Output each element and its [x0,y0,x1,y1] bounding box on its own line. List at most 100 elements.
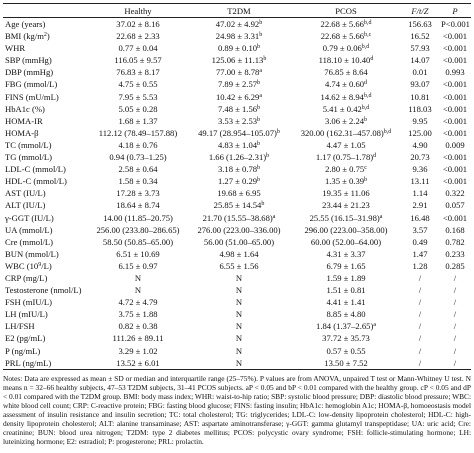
table-cell: 6.51 ± 10.69 [116,248,160,259]
table-cell: 296.00 (223.00–358.00) [304,224,388,235]
table-cell: <0.001 [442,103,468,114]
table-cell: 14.62 ± 8.94b,d [291,91,401,103]
table-cell: / [418,333,422,344]
table-cell: 13.52 ± 6.01 [89,356,187,370]
superscript: b,d [363,92,372,99]
superscript: d [364,80,368,87]
table-cell: 4.72 ± 4.79 [118,297,158,308]
table-cell: 3.75 ± 1.88 [118,309,158,320]
row-label: AST (IU/L) [5,188,46,199]
table-cell: 4.47 ± 1.05 [326,139,366,150]
cell-text: 0.89 ± 0.10 [217,43,258,54]
table-cell: 6.55 ± 1.56 [219,260,259,271]
table-row: γ-GGT (IU/L) 14.00 (11.85–20.75) 21.70 (15… [3,212,471,224]
row-label: LDL-C (mmol/L) [5,164,66,175]
table-cell: 2.80 ± 0.75c [291,163,401,175]
cell-text: 2.80 ± 0.75 [325,164,365,175]
table-cell: 37.72 ± 35.73 [322,333,370,344]
cell-text: 1.17 (0.75–1.78) [315,152,374,163]
row-label: WHR [5,43,26,54]
table-cell: 1.68 ± 1.37 [118,115,158,126]
table-cell: 3.06 ± 2.24b [291,115,401,127]
table-cell: 118.10 ± 10.40d [291,54,401,66]
cell-text: 1.35 ± 0.39 [324,176,365,187]
row-label: UA (mmol/L) [5,224,53,235]
table-cell: 112.12 (78.49–157.88) [98,127,178,138]
table-cell: 1.17 (0.75–1.78)d [291,151,401,163]
table-row: SBP (mmHg) 116.05 ± 9.57 125.06 ± 11.13b 11… [3,54,471,66]
cell-text: 3.18 ± 0.78 [217,164,258,175]
cell-text: 4.83 ± 1.04 [217,139,258,150]
row-label: Testosterone (nmol/L) [5,285,82,296]
table-cell: N [187,356,291,370]
table-cell: 256.00 (233.80–286.65) [96,224,180,235]
table-cell: / [418,297,422,308]
cell-text: WBC (10 [5,260,39,271]
table-cell: 4.75 ± 0.55 [118,79,158,90]
column-header: P [439,3,471,18]
table-cell: / [418,309,422,320]
superscript: a [272,213,276,220]
table-cell: <0.001 [442,164,468,175]
table-cell: 9.95 [412,115,428,126]
table-cell: 0.79 ± 0.06b,d [291,42,401,54]
table-cell: 4.31 ± 3.37 [326,248,366,259]
cell-text: 47.02 ± 4.92 [215,19,260,29]
row-label: LH/FSH [5,321,35,332]
table-cell: 2.58 ± 0.64 [118,164,158,175]
table-cell: 2.91 [412,200,428,211]
cell-text: 49.17 (28.954–105.07) [198,127,277,138]
superscript: b,c [364,32,372,39]
superscript: b [276,128,280,135]
table-cell: 49.17 (28.954–105.07)b [187,127,291,139]
cell-text: 4.74 ± 0.60 [324,79,365,90]
table-row: UA (mmol/L) 256.00 (233.80–286.65) 276.00 … [3,224,471,236]
cell-text: 1.66 (1.26–2.31) [208,152,267,163]
cell-text: BMI (kg/m [5,31,44,42]
superscript: b [263,56,267,63]
table-cell: / [453,333,457,344]
table-cell: 0.285 [445,260,465,271]
table-cell: 1.59 ± 1.89 [326,272,366,283]
table-cell: 118.03 [408,103,432,114]
table-row: LH/FSH 0.82 ± 0.38 N 1.84 (1.37–2.65)a / / [3,320,471,332]
table-cell: 125.00 [408,127,432,138]
table-cell: 0.77 ± 0.04 [118,43,158,54]
superscript: a [373,322,376,329]
table-cell: 19.35 ± 11.06 [322,188,370,199]
cell-text: 22.68 ± 5.66 [320,31,365,42]
superscript: 2 [43,32,47,39]
row-label: BMI (kg/m2) [3,30,89,42]
superscript: b [257,177,261,184]
table-cell: 22.68 ± 5.66b,c [291,30,401,42]
table-cell: 276.00 (223.00–336.00) [197,224,281,235]
superscript: b [259,32,263,39]
cell-text: 24.98 ± 3.31 [215,31,260,42]
superscript: b [266,153,270,160]
row-label: DBP (mmHg) [5,67,54,78]
superscript: a [259,68,263,75]
table-row: AST (IU/L) 17.28 ± 3.73 19.68 ± 6.95 19.35 … [3,187,471,199]
table-cell: 1.84 (1.37–2.65)a [291,320,401,332]
cell-text: 1.27 ± 0.29 [217,176,258,187]
table-cell: 4.83 ± 1.04b [187,139,291,151]
table-cell: N [235,345,243,356]
table-cell: 16.52 [410,31,430,42]
table-cell: <0.001 [442,176,468,187]
table-cell: 3.18 ± 0.78b [187,163,291,175]
cell-text: 77.00 ± 8.78 [215,67,260,78]
table-body: Age (years) 37.02 ± 8.16 47.02 ± 4.92b 22.6… [3,18,471,370]
cell-text: 320.00 (162.31–457.08) [300,127,384,138]
table-cell: <0.001 [442,212,468,223]
table-cell: 1.51 ± 0.81 [326,285,366,296]
cell-text: 14.62 ± 8.94 [320,91,364,102]
table-row: Testosterone (nmol/L) N N 1.51 ± 0.81 / / [3,284,471,296]
table-cell: 10.42 ± 6.29a [187,91,291,103]
table-cell: / [401,356,439,370]
table-row: LH (mIU/L) 3.75 ± 1.88 N 8.85 ± 4.80 / / [3,308,471,320]
table-cell: 0.993 [445,67,465,78]
table-cell: 0.009 [445,139,465,150]
table-cell: 16.48 [410,212,430,223]
row-label: ALT (IU/L) [5,200,46,211]
